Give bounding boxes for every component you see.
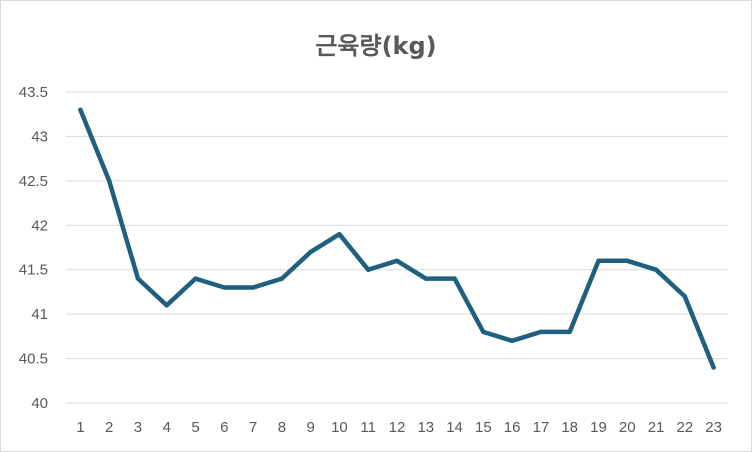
data-point <box>625 258 630 264</box>
x-tick-label: 11 <box>360 419 376 436</box>
y-tick-label: 40 <box>31 395 48 412</box>
data-point <box>308 249 313 255</box>
x-tick-label: 14 <box>446 419 463 436</box>
data-point <box>653 267 659 272</box>
x-axis-ticks: 1 2 3 4 5 6 7 8 9 10 11 12 13 14 15 16 17 18 19 20 21 22 23 <box>76 419 722 436</box>
x-tick-label: 10 <box>331 419 348 436</box>
x-tick-label: 21 <box>648 419 665 436</box>
x-tick-label: 2 <box>105 419 113 436</box>
data-point <box>164 303 169 308</box>
data-point <box>567 329 572 335</box>
data-point <box>78 107 83 112</box>
x-tick-label: 22 <box>676 419 693 436</box>
x-tick-label: 16 <box>504 419 521 436</box>
x-tick-label: 3 <box>134 419 142 436</box>
data-point <box>135 276 141 281</box>
data-point <box>366 267 371 272</box>
y-tick-label: 43 <box>31 128 48 145</box>
x-tick-label: 8 <box>278 419 286 436</box>
x-tick-label: 13 <box>417 419 434 436</box>
y-tick-label: 42.5 <box>19 173 48 190</box>
data-point <box>711 365 716 370</box>
data-point <box>682 294 688 299</box>
data-point <box>337 231 342 237</box>
y-tick-label: 42 <box>31 217 48 234</box>
data-point <box>279 276 285 281</box>
x-tick-label: 9 <box>306 419 314 436</box>
data-point <box>423 276 428 281</box>
y-tick-label: 41.5 <box>19 262 48 279</box>
data-point <box>222 285 227 290</box>
x-tick-label: 19 <box>590 419 607 436</box>
y-tick-label: 41 <box>31 306 48 323</box>
data-point <box>106 178 112 184</box>
data-point <box>452 276 457 281</box>
data-point <box>538 329 544 335</box>
x-tick-label: 17 <box>533 419 550 436</box>
x-tick-label: 1 <box>76 419 84 436</box>
y-axis-ticks: 40 40.5 41 41.5 42 42.5 43 43.5 <box>19 84 48 412</box>
x-tick-label: 6 <box>220 419 228 436</box>
x-tick-label: 12 <box>389 419 406 436</box>
x-tick-label: 20 <box>619 419 636 436</box>
x-tick-label: 15 <box>475 419 492 436</box>
data-point <box>193 276 198 281</box>
data-point <box>596 258 601 264</box>
series-group <box>78 107 716 370</box>
x-tick-label: 5 <box>191 419 199 436</box>
x-tick-label: 18 <box>561 419 578 436</box>
gridlines <box>66 91 728 404</box>
data-point <box>509 338 515 343</box>
data-point <box>250 285 256 290</box>
series-line <box>78 107 716 370</box>
data-point <box>481 329 486 335</box>
x-tick-label: 23 <box>705 419 722 436</box>
y-tick-label: 40.5 <box>19 351 48 368</box>
x-tick-label: 7 <box>249 419 257 436</box>
chart-title: 근육량(kg) <box>315 32 437 60</box>
x-tick-label: 4 <box>163 419 171 436</box>
data-point <box>394 258 400 264</box>
y-tick-label: 43.5 <box>19 84 48 101</box>
